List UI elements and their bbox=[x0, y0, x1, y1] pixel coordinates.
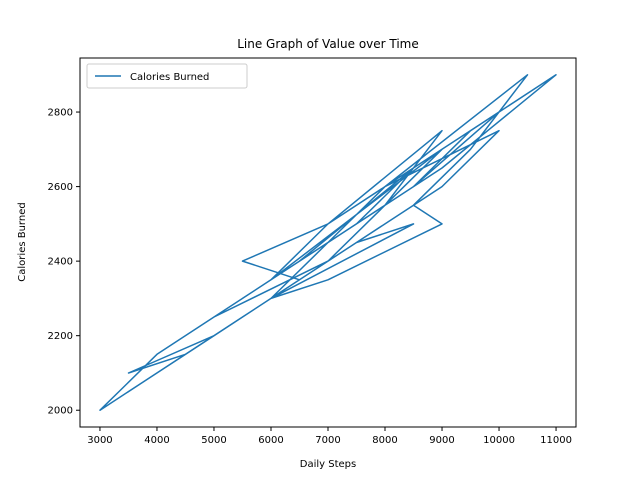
legend-label-calories-burned: Calories Burned bbox=[130, 72, 209, 83]
x-tick-label: 9000 bbox=[429, 435, 454, 446]
x-tick-label: 10000 bbox=[483, 435, 515, 446]
series-layer bbox=[99, 74, 557, 411]
x-tick-label: 4000 bbox=[144, 435, 169, 446]
x-tick-label: 6000 bbox=[258, 435, 283, 446]
y-tick-label: 2000 bbox=[48, 406, 73, 417]
y-axis-ticks: 2000 2200 2400 2600 2800 bbox=[48, 108, 80, 417]
legend: Calories Burned bbox=[86, 63, 248, 89]
y-tick-label: 2600 bbox=[48, 182, 73, 193]
chart-title: Line Graph of Value over Time bbox=[237, 37, 419, 51]
x-tick-label: 3000 bbox=[87, 435, 112, 446]
x-axis-ticks: 3000 4000 5000 6000 7000 8000 9000 10000 11000 bbox=[87, 427, 572, 446]
x-tick-label: 8000 bbox=[372, 435, 397, 446]
x-tick-label: 7000 bbox=[315, 435, 340, 446]
y-axis-label: Calories Burned bbox=[17, 202, 28, 281]
y-tick-label: 2400 bbox=[48, 257, 73, 268]
legend-box bbox=[86, 63, 248, 89]
x-tick-label: 5000 bbox=[201, 435, 226, 446]
y-tick-label: 2800 bbox=[48, 108, 73, 119]
y-tick-label: 2200 bbox=[48, 331, 73, 342]
x-axis-label: Daily Steps bbox=[300, 459, 356, 470]
x-tick-label: 11000 bbox=[540, 435, 572, 446]
series-line-0 bbox=[99, 74, 557, 411]
